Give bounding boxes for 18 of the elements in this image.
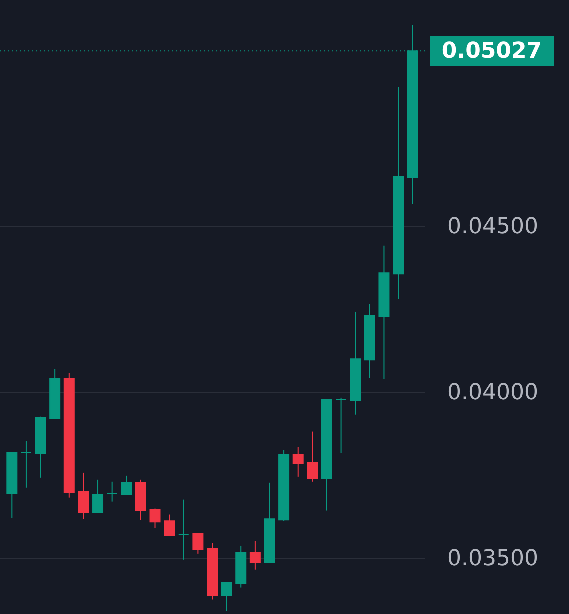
candlestick — [20, 440, 32, 488]
candlestick — [150, 508, 161, 529]
candlestick — [307, 431, 318, 482]
y-tick-label: 0.03500 — [448, 546, 538, 572]
candlestick — [178, 499, 190, 560]
y-tick-label: 0.04500 — [448, 214, 538, 240]
candlestick — [106, 481, 118, 502]
candlestick — [336, 397, 347, 454]
candlestick — [164, 514, 176, 537]
ref-line-label: 0.05027 — [442, 39, 542, 64]
y-tick-label: 0.04000 — [448, 380, 538, 406]
candlestick — [121, 475, 132, 496]
candlestick — [92, 479, 104, 514]
candlestick — [78, 472, 90, 520]
candlestick — [221, 582, 232, 612]
candlestick — [250, 540, 261, 570]
candlestick — [292, 446, 304, 478]
candlestick — [192, 534, 204, 554]
